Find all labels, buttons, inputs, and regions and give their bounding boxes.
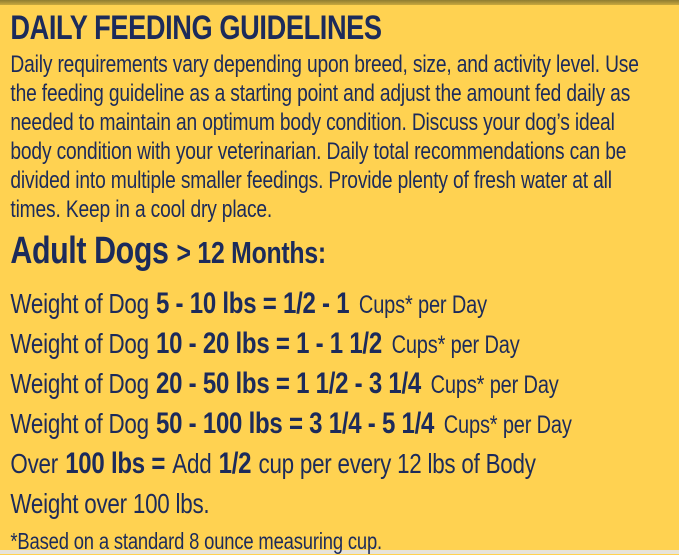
over-100-lbs-row: Over 100 lbs = Add 1/2 cup per every 12 lbs … bbox=[10, 444, 679, 484]
row-unit: Cups* per Day bbox=[358, 291, 487, 319]
intro-line: times. Keep in a cool dry place. bbox=[10, 196, 273, 223]
over-row-segment: 1/2 bbox=[218, 447, 252, 480]
over-row-segment: Add bbox=[172, 448, 212, 479]
over-row-segment: 100 lbs = bbox=[65, 447, 166, 480]
row-unit: Cups* per Day bbox=[391, 331, 520, 359]
intro-paragraph: Daily requirements vary depending upon b… bbox=[10, 50, 679, 224]
adult-dogs-heading: Adult Dogs > 12 Months: bbox=[10, 230, 679, 280]
row-label: Weight of Dog bbox=[10, 368, 149, 399]
label-top-edge bbox=[0, 0, 679, 5]
page-title: DAILY FEEDING GUIDELINES bbox=[10, 9, 382, 47]
feeding-table: Weight of Dog 5 - 10 lbs = 1/2 - 1 Cups* p… bbox=[10, 284, 679, 524]
row-label: Weight of Dog bbox=[10, 408, 149, 439]
intro-line: the feeding guideline as a starting poin… bbox=[10, 80, 631, 107]
row-unit: Cups* per Day bbox=[430, 371, 559, 399]
over-row-segment: cup per every 12 lbs of Body bbox=[258, 448, 536, 479]
row-amount: 5 - 10 lbs = 1/2 - 1 bbox=[156, 287, 350, 320]
table-row: Weight of Dog 10 - 20 lbs = 1 - 1 1/2 Cups… bbox=[10, 324, 679, 364]
adult-dogs-heading-main: Adult Dogs bbox=[10, 230, 169, 272]
table-row: Weight of Dog 5 - 10 lbs = 1/2 - 1 Cups* p… bbox=[10, 284, 679, 324]
intro-line: divided into multiple smaller feedings. … bbox=[10, 167, 612, 194]
label-bottom-edge bbox=[0, 550, 679, 554]
row-label: Weight of Dog bbox=[10, 288, 149, 319]
measuring-cup-footnote: *Based on a standard 8 ounce measuring c… bbox=[10, 528, 383, 554]
intro-line: Daily requirements vary depending upon b… bbox=[10, 51, 639, 78]
adult-dogs-heading-sub: > 12 Months: bbox=[176, 235, 327, 270]
over-row-segment: Over bbox=[10, 448, 58, 479]
row-amount: 10 - 20 lbs = 1 - 1 1/2 bbox=[156, 327, 382, 360]
row-amount: 20 - 50 lbs = 1 1/2 - 3 1/4 bbox=[156, 367, 422, 400]
over-100-lbs-row-line2: Weight over 100 lbs. bbox=[10, 484, 679, 524]
row-amount: 50 - 100 lbs = 3 1/4 - 5 1/4 bbox=[156, 407, 435, 440]
intro-line: needed to maintain an optimum body condi… bbox=[10, 109, 615, 136]
table-row: Weight of Dog 20 - 50 lbs = 1 1/2 - 3 1/4… bbox=[10, 364, 679, 404]
row-unit: Cups* per Day bbox=[443, 411, 572, 439]
table-row: Weight of Dog 50 - 100 lbs = 3 1/4 - 5 1/… bbox=[10, 404, 679, 444]
over-row-segment: Weight over 100 lbs. bbox=[10, 488, 210, 519]
intro-line: body condition with your veterinarian. D… bbox=[10, 138, 627, 165]
row-label: Weight of Dog bbox=[10, 328, 149, 359]
